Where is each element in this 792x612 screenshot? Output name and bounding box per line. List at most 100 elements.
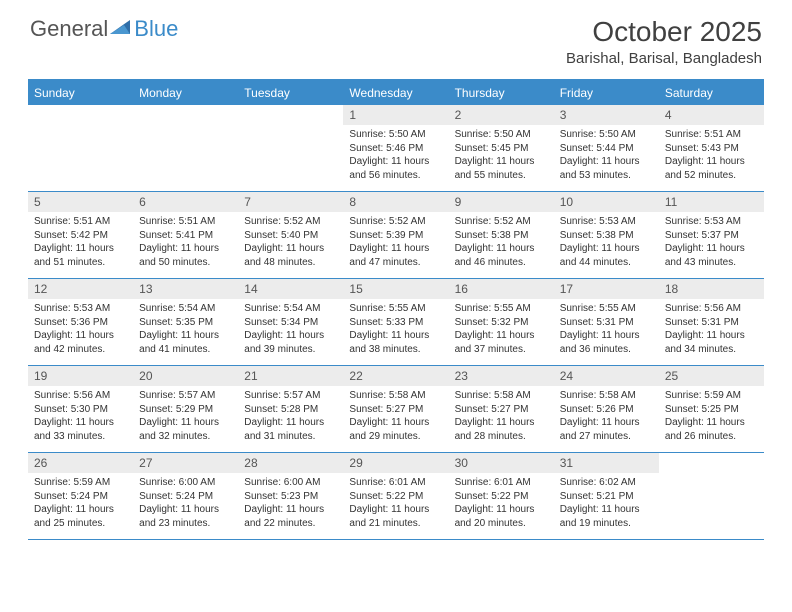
day-cell: 14Sunrise: 5:54 AMSunset: 5:34 PMDayligh… — [238, 279, 343, 365]
day-info: Sunrise: 5:54 AMSunset: 5:35 PMDaylight:… — [133, 299, 238, 359]
day-number: 26 — [28, 453, 133, 473]
weekday-header: Saturday — [659, 81, 764, 105]
day-number: 15 — [343, 279, 448, 299]
day-info: Sunrise: 5:56 AMSunset: 5:31 PMDaylight:… — [659, 299, 764, 359]
day-info: Sunrise: 5:53 AMSunset: 5:38 PMDaylight:… — [554, 212, 659, 272]
day-cell: 2Sunrise: 5:50 AMSunset: 5:45 PMDaylight… — [449, 105, 554, 191]
logo-text-blue: Blue — [134, 16, 178, 42]
day-number: 14 — [238, 279, 343, 299]
day-number: 22 — [343, 366, 448, 386]
day-cell: 21Sunrise: 5:57 AMSunset: 5:28 PMDayligh… — [238, 366, 343, 452]
day-cell: 9Sunrise: 5:52 AMSunset: 5:38 PMDaylight… — [449, 192, 554, 278]
day-info: Sunrise: 5:57 AMSunset: 5:28 PMDaylight:… — [238, 386, 343, 446]
day-number: 16 — [449, 279, 554, 299]
day-cell: 25Sunrise: 5:59 AMSunset: 5:25 PMDayligh… — [659, 366, 764, 452]
day-number: 23 — [449, 366, 554, 386]
weekday-header: Tuesday — [238, 81, 343, 105]
day-info: Sunrise: 5:59 AMSunset: 5:25 PMDaylight:… — [659, 386, 764, 446]
day-number: 30 — [449, 453, 554, 473]
day-cell: 18Sunrise: 5:56 AMSunset: 5:31 PMDayligh… — [659, 279, 764, 365]
day-number: 27 — [133, 453, 238, 473]
day-number: 20 — [133, 366, 238, 386]
day-info: Sunrise: 5:50 AMSunset: 5:44 PMDaylight:… — [554, 125, 659, 185]
day-info: Sunrise: 6:00 AMSunset: 5:23 PMDaylight:… — [238, 473, 343, 533]
day-number: 3 — [554, 105, 659, 125]
day-cell: 29Sunrise: 6:01 AMSunset: 5:22 PMDayligh… — [343, 453, 448, 539]
day-info: Sunrise: 5:51 AMSunset: 5:43 PMDaylight:… — [659, 125, 764, 185]
day-info: Sunrise: 6:00 AMSunset: 5:24 PMDaylight:… — [133, 473, 238, 533]
weekday-header: Monday — [133, 81, 238, 105]
weekday-row: SundayMondayTuesdayWednesdayThursdayFrid… — [28, 81, 764, 105]
day-number: 9 — [449, 192, 554, 212]
day-info: Sunrise: 5:51 AMSunset: 5:42 PMDaylight:… — [28, 212, 133, 272]
week-row: 5Sunrise: 5:51 AMSunset: 5:42 PMDaylight… — [28, 192, 764, 279]
week-row: 19Sunrise: 5:56 AMSunset: 5:30 PMDayligh… — [28, 366, 764, 453]
day-number: 24 — [554, 366, 659, 386]
day-number: 19 — [28, 366, 133, 386]
day-cell: 24Sunrise: 5:58 AMSunset: 5:26 PMDayligh… — [554, 366, 659, 452]
day-cell: 30Sunrise: 6:01 AMSunset: 5:22 PMDayligh… — [449, 453, 554, 539]
day-cell: 19Sunrise: 5:56 AMSunset: 5:30 PMDayligh… — [28, 366, 133, 452]
day-cell: 12Sunrise: 5:53 AMSunset: 5:36 PMDayligh… — [28, 279, 133, 365]
weekday-header: Friday — [554, 81, 659, 105]
day-info: Sunrise: 5:51 AMSunset: 5:41 PMDaylight:… — [133, 212, 238, 272]
logo-text-general: General — [30, 16, 108, 42]
day-info: Sunrise: 5:52 AMSunset: 5:39 PMDaylight:… — [343, 212, 448, 272]
day-info: Sunrise: 5:50 AMSunset: 5:45 PMDaylight:… — [449, 125, 554, 185]
day-number: 18 — [659, 279, 764, 299]
day-number: 10 — [554, 192, 659, 212]
day-number: 7 — [238, 192, 343, 212]
day-info: Sunrise: 5:52 AMSunset: 5:40 PMDaylight:… — [238, 212, 343, 272]
day-info: Sunrise: 6:02 AMSunset: 5:21 PMDaylight:… — [554, 473, 659, 533]
day-number: 1 — [343, 105, 448, 125]
week-row: 12Sunrise: 5:53 AMSunset: 5:36 PMDayligh… — [28, 279, 764, 366]
day-cell: 31Sunrise: 6:02 AMSunset: 5:21 PMDayligh… — [554, 453, 659, 539]
title-block: October 2025 Barishal, Barisal, Banglade… — [566, 16, 762, 67]
day-cell: 5Sunrise: 5:51 AMSunset: 5:42 PMDaylight… — [28, 192, 133, 278]
day-cell: 22Sunrise: 5:58 AMSunset: 5:27 PMDayligh… — [343, 366, 448, 452]
day-info: Sunrise: 5:52 AMSunset: 5:38 PMDaylight:… — [449, 212, 554, 272]
week-row: 1Sunrise: 5:50 AMSunset: 5:46 PMDaylight… — [28, 105, 764, 192]
weekday-header: Thursday — [449, 81, 554, 105]
day-info: Sunrise: 5:54 AMSunset: 5:34 PMDaylight:… — [238, 299, 343, 359]
weekday-header: Wednesday — [343, 81, 448, 105]
day-number: 5 — [28, 192, 133, 212]
day-info: Sunrise: 5:53 AMSunset: 5:36 PMDaylight:… — [28, 299, 133, 359]
week-row: 26Sunrise: 5:59 AMSunset: 5:24 PMDayligh… — [28, 453, 764, 540]
location: Barishal, Barisal, Bangladesh — [566, 50, 762, 67]
day-number: 29 — [343, 453, 448, 473]
day-cell: 26Sunrise: 5:59 AMSunset: 5:24 PMDayligh… — [28, 453, 133, 539]
day-cell: 23Sunrise: 5:58 AMSunset: 5:27 PMDayligh… — [449, 366, 554, 452]
day-number: 11 — [659, 192, 764, 212]
day-number: 21 — [238, 366, 343, 386]
day-info: Sunrise: 5:55 AMSunset: 5:31 PMDaylight:… — [554, 299, 659, 359]
logo: General Blue — [30, 16, 178, 42]
day-number: 2 — [449, 105, 554, 125]
day-cell — [238, 105, 343, 191]
day-cell: 11Sunrise: 5:53 AMSunset: 5:37 PMDayligh… — [659, 192, 764, 278]
day-info: Sunrise: 5:59 AMSunset: 5:24 PMDaylight:… — [28, 473, 133, 533]
day-info: Sunrise: 5:55 AMSunset: 5:32 PMDaylight:… — [449, 299, 554, 359]
calendar: SundayMondayTuesdayWednesdayThursdayFrid… — [28, 79, 764, 540]
day-number: 4 — [659, 105, 764, 125]
day-info: Sunrise: 5:58 AMSunset: 5:27 PMDaylight:… — [449, 386, 554, 446]
day-cell — [133, 105, 238, 191]
day-cell: 4Sunrise: 5:51 AMSunset: 5:43 PMDaylight… — [659, 105, 764, 191]
day-cell: 17Sunrise: 5:55 AMSunset: 5:31 PMDayligh… — [554, 279, 659, 365]
day-info: Sunrise: 5:55 AMSunset: 5:33 PMDaylight:… — [343, 299, 448, 359]
month-title: October 2025 — [566, 16, 762, 48]
day-info: Sunrise: 6:01 AMSunset: 5:22 PMDaylight:… — [449, 473, 554, 533]
day-cell: 15Sunrise: 5:55 AMSunset: 5:33 PMDayligh… — [343, 279, 448, 365]
day-cell — [28, 105, 133, 191]
day-info: Sunrise: 5:58 AMSunset: 5:27 PMDaylight:… — [343, 386, 448, 446]
day-info: Sunrise: 5:57 AMSunset: 5:29 PMDaylight:… — [133, 386, 238, 446]
day-number: 13 — [133, 279, 238, 299]
day-number: 28 — [238, 453, 343, 473]
day-cell: 1Sunrise: 5:50 AMSunset: 5:46 PMDaylight… — [343, 105, 448, 191]
day-cell: 13Sunrise: 5:54 AMSunset: 5:35 PMDayligh… — [133, 279, 238, 365]
day-number: 31 — [554, 453, 659, 473]
day-info: Sunrise: 6:01 AMSunset: 5:22 PMDaylight:… — [343, 473, 448, 533]
day-cell: 10Sunrise: 5:53 AMSunset: 5:38 PMDayligh… — [554, 192, 659, 278]
day-cell: 7Sunrise: 5:52 AMSunset: 5:40 PMDaylight… — [238, 192, 343, 278]
day-info: Sunrise: 5:58 AMSunset: 5:26 PMDaylight:… — [554, 386, 659, 446]
